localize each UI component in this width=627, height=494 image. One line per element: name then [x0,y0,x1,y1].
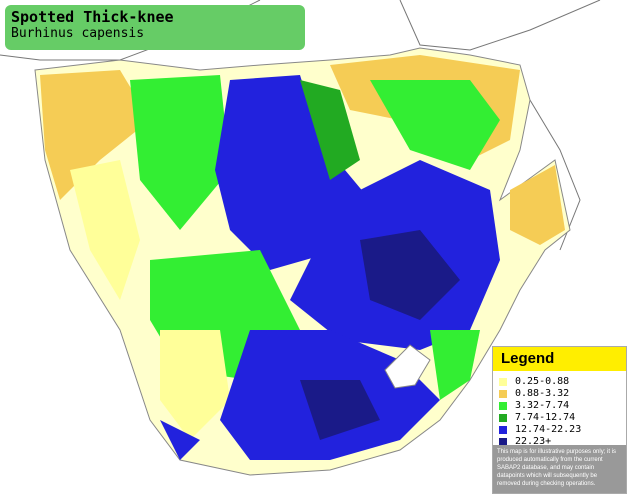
legend-label: 0.25-0.88 [515,376,570,387]
legend: Legend 0.25-0.88 0.88-3.32 3.32-7.74 7.74-1… [492,346,627,494]
lesotho [384,344,431,389]
legend-swatch [499,390,507,398]
legend-item: 0.88-3.32 [493,388,626,400]
range-patch [160,420,200,460]
legend-label: 22.23+ [515,436,552,447]
range-patch [370,80,500,170]
legend-swatch [499,402,507,410]
legend-label: 7.74-12.74 [515,412,576,423]
range-patch [70,160,140,300]
legend-item: 3.32-7.74 [493,400,626,412]
legend-item: 7.74-12.74 [493,412,626,424]
legend-swatch [499,414,507,422]
subtitle: Burhinus capensis [11,26,145,41]
legend-swatch [499,438,507,446]
range-patch [160,330,230,440]
range-patch [300,80,360,180]
range-patch [40,70,150,200]
legend-item: 0.25-0.88 [493,376,626,388]
range-patch [300,380,380,440]
border-line [529,99,581,251]
legend-title: Legend [493,347,626,371]
range-patch [430,330,480,400]
legend-swatch [499,426,507,434]
legend-item: 22.23+ [493,436,626,448]
legend-swatch [499,378,507,386]
range-patch [360,230,460,320]
legend-label: 0.88-3.32 [515,388,570,399]
title-box: Spotted Thick-knee Burhinus capensis [5,5,305,50]
title: Spotted Thick-knee [11,8,174,26]
range-patch [510,165,565,245]
border-line [399,0,601,51]
legend-items: 0.25-0.88 0.88-3.32 3.32-7.74 7.74-12.74 12.… [493,371,626,448]
range-patch [130,75,230,230]
legend-label: 3.32-7.74 [515,400,570,411]
legend-label: 12.74-22.23 [515,424,582,435]
legend-item: 12.74-22.23 [493,424,626,436]
disclaimer: This map is for illustrative purposes on… [493,445,626,493]
